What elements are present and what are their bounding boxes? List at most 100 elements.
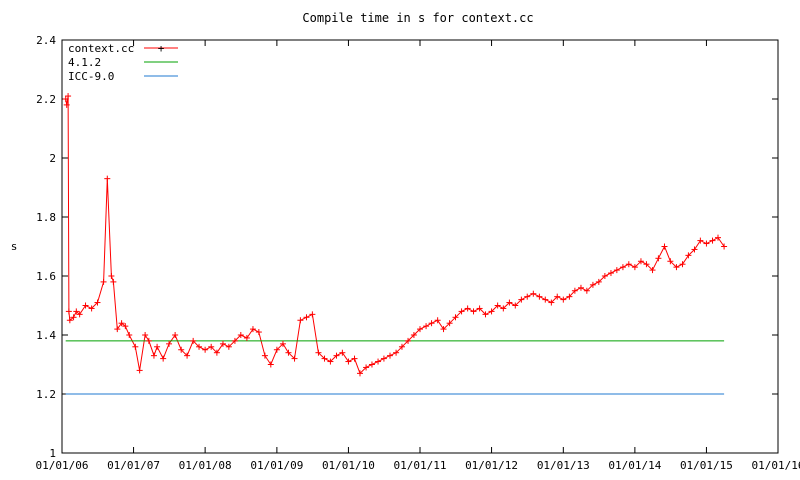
data-point [184,352,191,359]
x-tick-label: 01/01/12 [465,459,518,472]
data-point [721,243,728,250]
legend-label-context-cc: context.cc [68,42,134,55]
data-point [225,343,232,350]
data-point [219,340,226,347]
data-point [613,267,620,274]
data-point [273,346,280,353]
legend-label-4-1-2: 4.1.2 [68,56,101,69]
legend-label-icc-9-0: ICC-9.0 [68,70,114,83]
data-point [65,93,72,100]
data-point [122,323,129,330]
data-point [482,311,489,318]
data-point [637,258,644,265]
data-point [446,320,453,327]
data-point [709,237,716,244]
data-point [625,261,632,268]
data-point [160,355,167,362]
x-tick-label: 01/01/07 [107,459,160,472]
data-point [661,243,668,250]
y-tick-label: 2 [49,152,56,165]
data-point [213,349,220,356]
data-point [339,349,346,356]
data-point [76,311,83,318]
data-point [88,305,95,312]
data-point [309,311,316,318]
data-point [255,329,262,336]
y-axis: 1 1.2 1.4 1.6 1.8 2 2.2 2.4 [36,34,778,460]
data-point [291,355,298,362]
data-point [154,343,161,350]
data-point [114,326,121,333]
data-point [560,296,567,303]
data-point [65,308,72,315]
x-axis: 01/01/06 01/01/07 01/01/08 01/01/09 01/01/10… [36,40,800,472]
x-tick-label: 01/01/13 [537,459,590,472]
y-tick-label: 1.8 [36,211,56,224]
data-point [279,340,286,347]
data-point [452,314,459,321]
data-point [667,258,674,265]
data-point [476,305,483,312]
data-point [703,240,710,247]
data-point [417,326,423,333]
data-point [63,101,70,108]
data-point [405,337,412,344]
data-point [375,358,382,365]
data-point [494,302,501,309]
data-point [261,352,268,359]
data-point [506,299,513,306]
chart-title: Compile time in s for context.cc [302,11,533,25]
data-point [583,287,590,294]
data-point [548,299,555,306]
x-tick-label: 01/01/15 [680,459,733,472]
data-point [94,299,101,306]
data-point [697,237,704,244]
data-point [536,293,543,300]
data-point [464,305,471,312]
data-point [470,308,477,315]
data-point [685,252,692,259]
data-point [368,361,375,368]
data-point [178,346,185,353]
data-point [363,364,370,371]
data-point [104,175,111,182]
data-point [297,317,304,324]
data-point [542,296,549,303]
data-point [643,261,650,268]
data-point [231,337,238,344]
data-point [172,332,179,338]
legend: context.cc + 4.1.2 ICC-9.0 [68,42,178,83]
data-point [512,302,519,309]
data-point [208,343,215,350]
x-tick-label: 01/01/10 [322,459,375,472]
data-point [150,352,157,359]
data-point [315,349,322,356]
x-tick-label: 01/01/08 [179,459,232,472]
data-point [66,317,73,324]
series-markers [62,93,728,377]
legend-marker-context-cc: + [158,42,165,55]
data-point [285,349,292,356]
series-lines [65,96,725,395]
data-point [410,332,417,338]
data-point [679,261,686,268]
data-point [577,284,584,291]
data-point [100,278,107,285]
data-point [108,273,115,279]
data-point [387,352,394,359]
data-point [202,346,209,353]
data-point [110,278,117,285]
data-point [655,255,662,262]
series-line-0 [65,96,725,375]
data-point [190,337,197,344]
y-tick-label: 2.2 [36,93,56,106]
data-point [70,314,77,321]
data-point [673,264,680,271]
data-point [145,337,152,344]
data-point [393,349,400,356]
data-point [380,355,387,362]
data-point [351,355,358,362]
x-tick-label: 01/01/09 [250,459,303,472]
data-point [118,320,125,327]
